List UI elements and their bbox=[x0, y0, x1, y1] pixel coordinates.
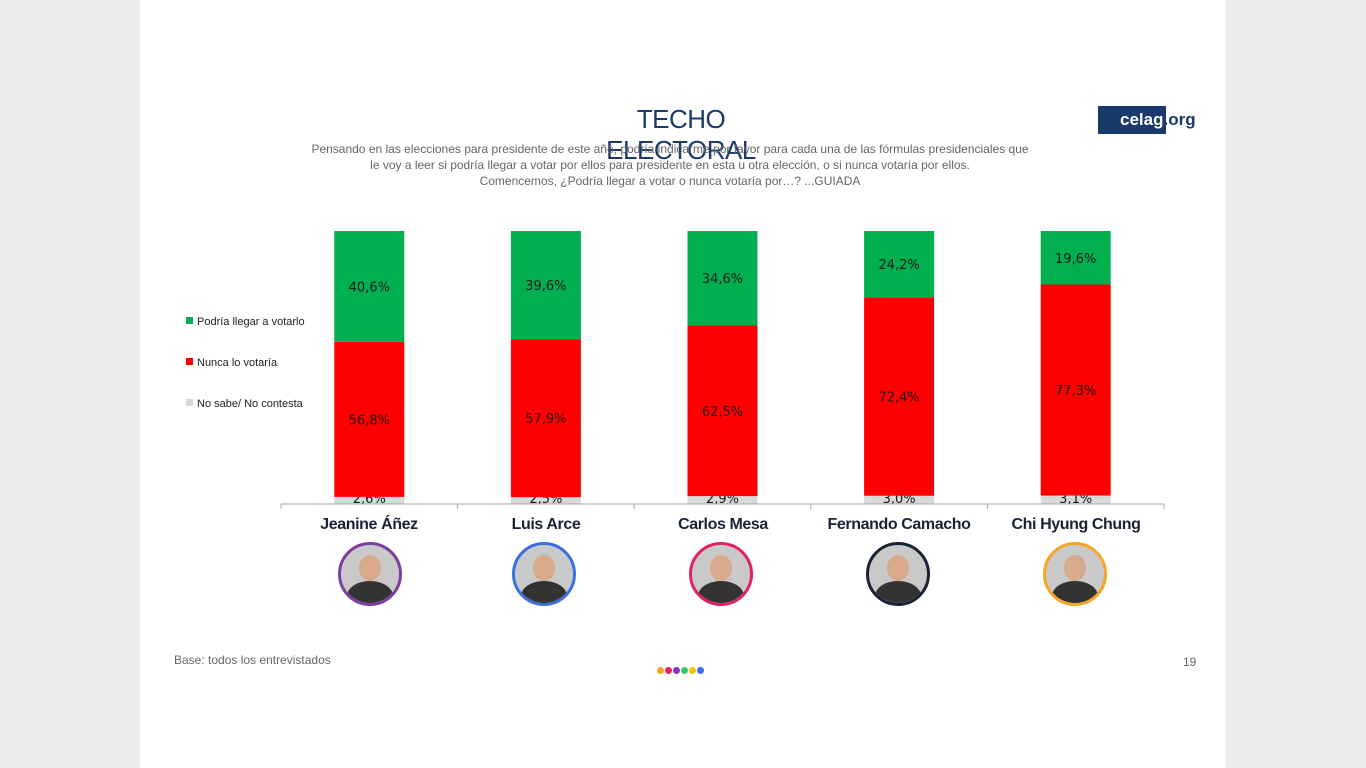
avatar-head bbox=[359, 555, 381, 581]
legend-item-podria: Podría llegar a votarlo bbox=[186, 316, 305, 330]
data-label-podria-4: 24,2% bbox=[878, 258, 919, 273]
logo-box bbox=[1098, 106, 1166, 134]
celag-logo: celag.org bbox=[1098, 106, 1208, 134]
bar-nunca-4 bbox=[864, 297, 935, 496]
avatar-body bbox=[347, 581, 393, 603]
bar-nosabe-5 bbox=[1040, 495, 1111, 504]
avatar-arce bbox=[512, 542, 576, 606]
candidate-name-arce: Luis Arce bbox=[511, 516, 581, 533]
brand-dot bbox=[681, 667, 688, 674]
brand-dot bbox=[673, 667, 680, 674]
legend-swatch-nosabe bbox=[186, 399, 193, 406]
bar-nosabe-2 bbox=[510, 497, 581, 504]
legend-label-nunca: Nunca lo votaría bbox=[197, 357, 278, 369]
logo-text: celag.org bbox=[1120, 110, 1196, 130]
avatar-body bbox=[1052, 581, 1098, 603]
chart-title: TECHO ELECTORAL bbox=[606, 104, 756, 165]
legend-item-nosabe: No sabe/ No contesta bbox=[186, 398, 303, 412]
candidate-name-camacho: Fernando Camacho bbox=[827, 516, 971, 533]
legend-swatch-podria bbox=[186, 317, 193, 324]
bar-nunca-2 bbox=[510, 339, 581, 498]
page-number: 19 bbox=[1183, 655, 1197, 669]
bar-nunca-5 bbox=[1040, 284, 1111, 496]
avatar-body bbox=[698, 581, 744, 603]
data-label-podria-2: 39,6% bbox=[525, 279, 566, 294]
legend-label-nosabe: No sabe/ No contesta bbox=[197, 398, 303, 410]
candidate-name-anez: Jeanine Áñez bbox=[320, 516, 418, 533]
avatar-head bbox=[887, 555, 909, 581]
data-label-nunca-2: 57,9% bbox=[525, 412, 566, 427]
bar-podria-2 bbox=[510, 231, 581, 340]
bar-nosabe-3 bbox=[687, 496, 758, 504]
brand-dot bbox=[665, 667, 672, 674]
avatar-head bbox=[533, 555, 555, 581]
bar-nunca-1 bbox=[334, 341, 405, 497]
slide: TECHO ELECTORAL Pensando en las eleccion… bbox=[140, 0, 1226, 768]
bar-podria-1 bbox=[334, 231, 405, 342]
avatar-body bbox=[521, 581, 567, 603]
data-label-nunca-1: 56,8% bbox=[349, 413, 390, 428]
avatar-mesa bbox=[689, 542, 753, 606]
bar-podria-3 bbox=[687, 231, 758, 326]
subtitle-line-3: Comencemos, ¿Podría llegar a votar o nun… bbox=[479, 174, 861, 188]
avatar-camacho bbox=[866, 542, 930, 606]
stacked-bar-chart: 2,6%56,8%40,6%2,5%57,9%39,6%2,9%62,5%34,… bbox=[280, 231, 1165, 509]
chart-subtitle: Pensando en las elecciones para presiden… bbox=[310, 141, 1030, 189]
bar-podria-5 bbox=[1040, 231, 1111, 285]
bar-nosabe-1 bbox=[334, 496, 405, 504]
legend-swatch-nunca bbox=[186, 358, 193, 365]
avatar-chung bbox=[1043, 542, 1107, 606]
footnote: Base: todos los entrevistados bbox=[174, 653, 331, 667]
data-label-nosabe-5: 3,1% bbox=[1059, 492, 1092, 507]
avatar-body bbox=[875, 581, 921, 603]
data-label-nunca-4: 72,4% bbox=[878, 391, 919, 406]
brand-dots bbox=[657, 661, 705, 674]
candidate-name-mesa: Carlos Mesa bbox=[678, 516, 768, 533]
legend-label-podria: Podría llegar a votarlo bbox=[197, 316, 305, 328]
bar-nosabe-4 bbox=[864, 495, 935, 504]
avatar-anez bbox=[338, 542, 402, 606]
avatar-head bbox=[1064, 555, 1086, 581]
data-label-podria-3: 34,6% bbox=[702, 272, 743, 287]
subtitle-line-1: Pensando en las elecciones para presiden… bbox=[311, 142, 1029, 156]
data-label-nunca-5: 77,3% bbox=[1055, 384, 1096, 399]
logo-main: celag bbox=[1120, 110, 1164, 129]
avatar-head bbox=[710, 555, 732, 581]
legend-item-nunca: Nunca lo votaría bbox=[186, 357, 277, 371]
data-label-podria-1: 40,6% bbox=[349, 280, 390, 295]
bar-podria-4 bbox=[864, 231, 935, 298]
candidate-name-chung: Chi Hyung Chung bbox=[1011, 516, 1141, 533]
brand-dot bbox=[697, 667, 704, 674]
bar-nunca-3 bbox=[687, 325, 758, 497]
data-label-podria-5: 19,6% bbox=[1055, 252, 1096, 267]
logo-suffix: .org bbox=[1163, 110, 1196, 129]
subtitle-line-2: le voy a leer si podría llegar a votar p… bbox=[370, 158, 970, 172]
brand-dot bbox=[689, 667, 696, 674]
brand-dot bbox=[657, 667, 664, 674]
data-label-nunca-3: 62,5% bbox=[702, 405, 743, 420]
